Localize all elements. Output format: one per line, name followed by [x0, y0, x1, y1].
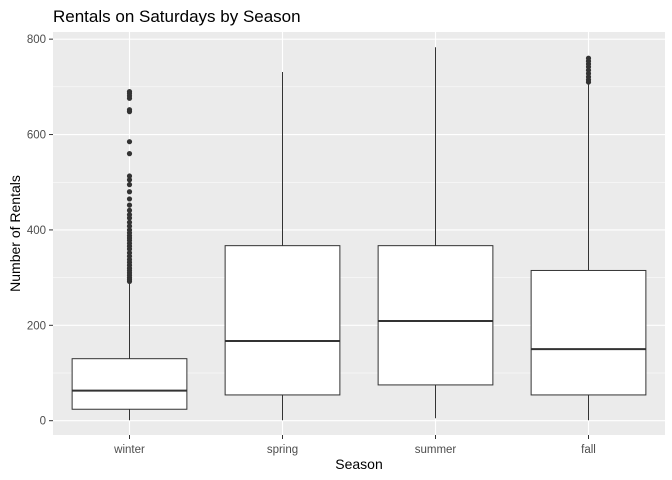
box-iqr — [530, 269, 647, 396]
box-iqr — [224, 245, 341, 396]
y-tick-label: 800 — [27, 34, 46, 46]
box-spring — [224, 72, 341, 421]
x-tick-label: spring — [267, 444, 298, 456]
outlier-point — [126, 182, 133, 188]
outlier-point — [126, 173, 133, 179]
y-tick-label: 400 — [27, 225, 46, 237]
x-tick-label: fall — [581, 444, 596, 456]
outlier-point — [126, 177, 133, 183]
outlier-point — [126, 223, 133, 229]
y-axis: 0 200 400 600 800 — [27, 34, 53, 428]
box-summer — [377, 47, 494, 419]
y-tick-label: 200 — [27, 320, 46, 332]
x-tick-label: winter — [113, 444, 145, 456]
outlier-point — [126, 196, 133, 202]
x-tick-label: summer — [415, 444, 457, 456]
y-axis-title: Number of Rentals — [7, 175, 23, 292]
box-winter — [71, 89, 188, 421]
x-axis: winter spring summer fall — [113, 435, 596, 456]
y-tick-label: 600 — [27, 130, 46, 142]
outlier-point — [126, 89, 133, 95]
y-tick-label: 0 — [40, 416, 46, 428]
box-fall — [530, 55, 647, 421]
outlier-point — [126, 151, 133, 157]
outlier-point — [126, 139, 133, 145]
outlier-point — [126, 250, 133, 256]
outlier-point — [126, 207, 133, 213]
outlier-point — [126, 219, 133, 225]
outlier-point — [126, 227, 133, 233]
box-iqr — [377, 245, 494, 386]
outlier-point — [585, 55, 592, 61]
chart-title: Rentals on Saturdays by Season — [53, 7, 301, 26]
outlier-point — [126, 212, 133, 218]
outlier-point — [126, 107, 133, 113]
outlier-point — [126, 189, 133, 195]
box-layer — [71, 47, 647, 421]
box-iqr — [71, 358, 188, 410]
x-axis-title: Season — [335, 456, 382, 472]
outlier-point — [126, 202, 133, 208]
